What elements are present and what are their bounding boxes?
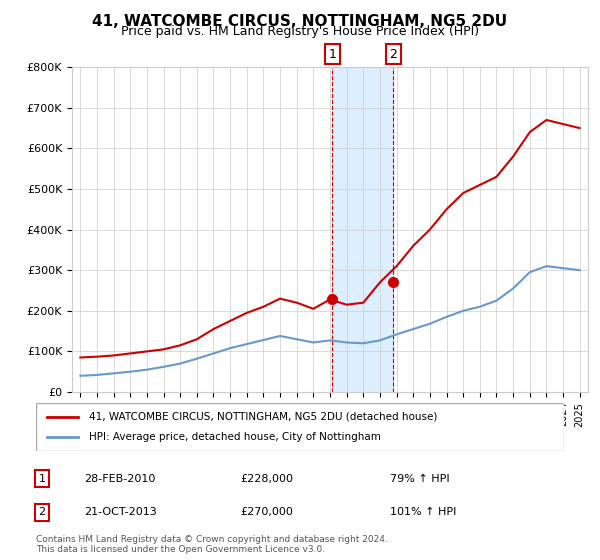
Text: 41, WATCOMBE CIRCUS, NOTTINGHAM, NG5 2DU (detached house): 41, WATCOMBE CIRCUS, NOTTINGHAM, NG5 2DU…	[89, 412, 437, 422]
Text: £270,000: £270,000	[240, 507, 293, 517]
Text: 2: 2	[38, 507, 46, 517]
Text: 101% ↑ HPI: 101% ↑ HPI	[390, 507, 457, 517]
Text: 41, WATCOMBE CIRCUS, NOTTINGHAM, NG5 2DU: 41, WATCOMBE CIRCUS, NOTTINGHAM, NG5 2DU	[92, 14, 508, 29]
Bar	[332, 67, 393, 392]
Text: 1: 1	[38, 474, 46, 484]
Text: 28-FEB-2010: 28-FEB-2010	[84, 474, 155, 484]
Text: HPI: Average price, detached house, City of Nottingham: HPI: Average price, detached house, City…	[89, 432, 380, 442]
FancyBboxPatch shape	[36, 403, 564, 451]
Text: 79% ↑ HPI: 79% ↑ HPI	[390, 474, 449, 484]
Text: Price paid vs. HM Land Registry's House Price Index (HPI): Price paid vs. HM Land Registry's House …	[121, 25, 479, 38]
Text: Contains HM Land Registry data © Crown copyright and database right 2024.
This d: Contains HM Land Registry data © Crown c…	[36, 535, 388, 554]
Text: £228,000: £228,000	[240, 474, 293, 484]
Text: 2: 2	[389, 48, 397, 60]
Text: 1: 1	[329, 48, 337, 60]
Text: 21-OCT-2013: 21-OCT-2013	[84, 507, 157, 517]
